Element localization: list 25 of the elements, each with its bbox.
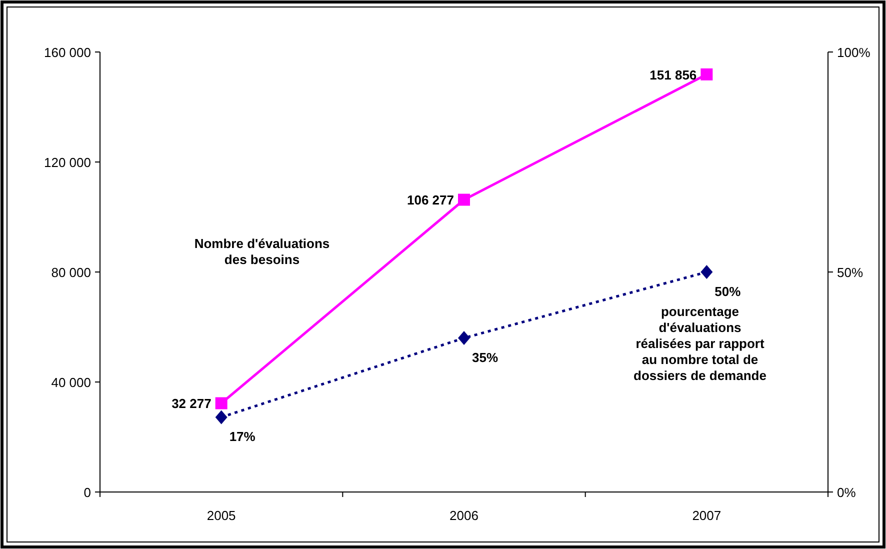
y2-tick-label: 100% <box>837 45 871 60</box>
y2-tick-label: 50% <box>837 265 864 280</box>
data-label: 17% <box>229 429 256 444</box>
point <box>700 68 713 80</box>
point <box>700 265 713 279</box>
data-label: 106 277 <box>407 192 454 208</box>
point <box>215 397 228 410</box>
y-tick-label: 0 <box>84 485 91 500</box>
data-label: 50% <box>714 284 742 299</box>
x-tick-label: 2005 <box>206 508 236 523</box>
series-label: pourcentage d'évaluations réalisées par rapport au nombre total de dossiers de demande <box>634 304 766 383</box>
point <box>215 410 228 424</box>
y-tick-label: 120 000 <box>44 155 91 170</box>
y-tick-label: 160 000 <box>44 45 91 60</box>
point <box>458 194 470 206</box>
data-label: 35% <box>472 350 498 365</box>
point <box>458 331 470 345</box>
y-tick-label: 40 000 <box>51 375 91 390</box>
text: Nombre d'évaluations des besoins <box>194 236 330 267</box>
x-tick-label: 2007 <box>692 508 722 523</box>
y-tick-label: 80 000 <box>51 265 91 280</box>
data-label: 151 856 <box>650 67 697 82</box>
y2-tick-label: 0% <box>837 485 856 500</box>
x-tick-label: 2006 <box>450 508 478 523</box>
data-label: 32 277 <box>172 396 212 412</box>
